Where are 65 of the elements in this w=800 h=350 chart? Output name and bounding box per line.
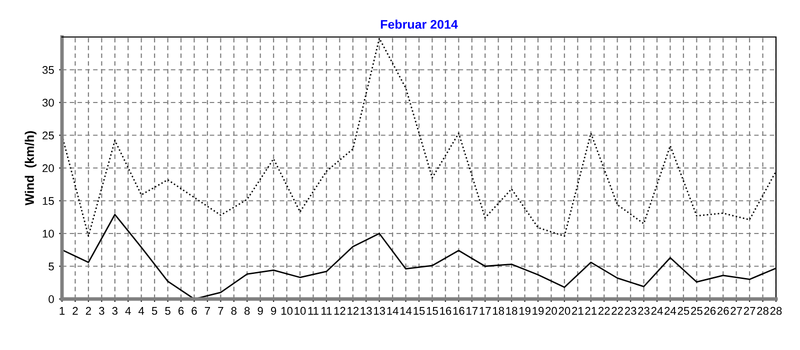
x-tick-label: 5 <box>152 307 158 315</box>
x-tick-label: 19 <box>519 306 530 315</box>
x-tick-label: 14 <box>387 307 398 315</box>
x-tick-label: 21 <box>585 306 597 315</box>
x-tick-label: 8 <box>231 306 236 315</box>
x-tick-label: 7 <box>218 307 224 315</box>
x-tick-label: 13 <box>360 306 372 315</box>
x-tick-label: 28 <box>770 306 782 315</box>
x-tick-label: 16 <box>440 306 452 315</box>
x-tick-label: 11 <box>308 307 318 315</box>
x-tick-label: 3 <box>112 306 118 315</box>
x-tick-label: 9 <box>258 306 263 315</box>
x-tick-label: 24 <box>664 306 676 315</box>
chart-title: Februar 2014 <box>380 20 458 29</box>
x-tick-label: 25 <box>678 306 690 315</box>
x-tick-label: 7 <box>204 307 210 315</box>
x-tick-label: 2 <box>72 306 78 315</box>
x-tick-label: 26 <box>704 306 716 315</box>
x-tick-label: 6 <box>178 306 184 315</box>
x-tick-label: 1 <box>60 307 65 315</box>
x-tick-label: 23 <box>624 306 636 315</box>
x-tick-label: 16 <box>453 306 464 315</box>
x-tick-label: 24 <box>651 306 663 315</box>
x-tick-label: 20 <box>546 306 557 315</box>
x-tick-label: 12 <box>348 306 359 315</box>
x-tick-label: 2 <box>86 306 91 315</box>
x-tick-label: 27 <box>744 306 756 315</box>
x-tick-label: 10 <box>294 306 306 315</box>
x-tick-label: 15 <box>414 307 425 315</box>
x-tick-label: 25 <box>691 306 702 315</box>
x-tick-label: 15 <box>426 307 438 315</box>
x-tick-label: 9 <box>270 306 276 315</box>
x-tick-label: 18 <box>493 306 504 315</box>
x-tick-label: 6 <box>192 306 197 315</box>
y-tick-label: 30 <box>42 98 54 107</box>
x-tick-label: 4 <box>138 307 144 315</box>
y-axis-title: Wind (km/h) <box>24 131 36 206</box>
x-tick-label: 21 <box>572 306 584 315</box>
y-tick-label: 15 <box>42 197 54 205</box>
x-tick-label: 12 <box>334 306 346 315</box>
x-tick-label: 28 <box>757 306 768 315</box>
y-tick-label: 5 <box>48 262 54 270</box>
y-tick-label: 0 <box>48 295 54 304</box>
x-tick-label: 17 <box>480 307 491 315</box>
y-tick-label: 10 <box>42 230 54 238</box>
y-tick-label: 20 <box>42 164 54 172</box>
x-tick-label: 20 <box>558 306 570 315</box>
x-tick-label: 26 <box>717 306 729 315</box>
x-tick-label: 27 <box>730 306 742 315</box>
x-tick-label: 17 <box>466 307 478 315</box>
x-tick-label: 5 <box>165 307 170 315</box>
x-tick-label: 4 <box>125 307 131 315</box>
x-tick-label: 10 <box>281 306 293 315</box>
x-tick-label: 22 <box>598 306 610 315</box>
x-tick-label: 3 <box>99 306 104 315</box>
x-tick-label: 19 <box>532 306 544 315</box>
x-tick-label: 11 <box>322 307 332 315</box>
y-tick-label: 25 <box>42 132 54 140</box>
x-tick-label: 13 <box>374 306 386 315</box>
x-tick-label: 22 <box>612 306 623 315</box>
y-tick-label: 35 <box>42 66 54 74</box>
x-tick-label: 18 <box>506 306 518 315</box>
x-tick-label: 8 <box>244 306 250 315</box>
x-tick-label: 14 <box>400 307 412 315</box>
x-tick-label: 23 <box>638 306 650 315</box>
